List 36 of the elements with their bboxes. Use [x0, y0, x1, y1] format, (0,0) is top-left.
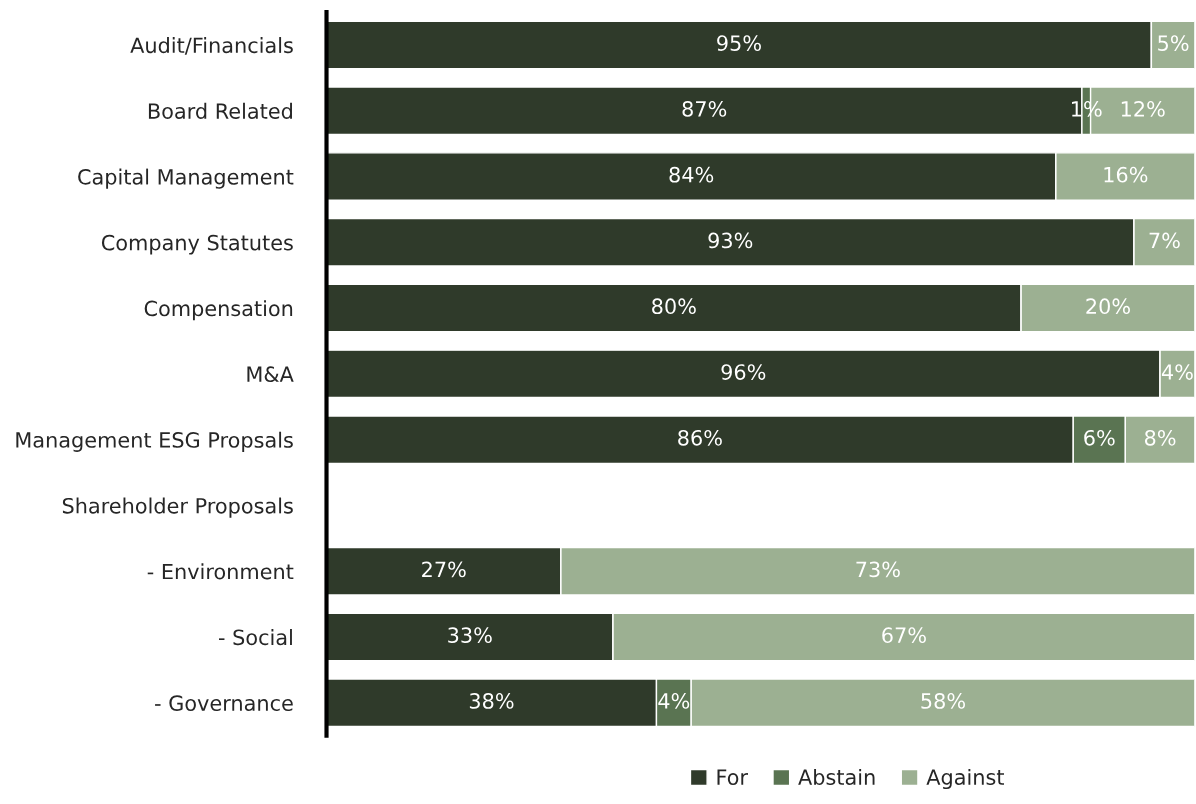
y-tick-label: Audit/Financials: [130, 37, 293, 55]
legend-label: Against: [926, 768, 1005, 790]
data-label: 7%: [1149, 232, 1180, 249]
data-label: 6%: [1084, 429, 1115, 446]
data-label: 86%: [678, 429, 722, 446]
data-label: 16%: [1104, 166, 1148, 183]
y-tick-label: M&A: [247, 366, 294, 383]
data-label: 67%: [882, 627, 926, 644]
data-label: 84%: [669, 166, 714, 183]
data-label: 80%: [652, 298, 696, 315]
y-tick-label: Capital Management: [78, 168, 294, 189]
legend-label: For: [717, 769, 748, 786]
data-label: 27%: [422, 561, 466, 578]
y-tick-label: Compensation: [144, 300, 293, 321]
y-tick-label: Board Related: [148, 102, 292, 119]
data-label: 95%: [717, 35, 761, 51]
y-tick-label: - Governance: [155, 695, 293, 711]
y-tick-label: Management ESG Propsals: [16, 431, 293, 452]
data-label: 4%: [1161, 364, 1193, 380]
data-label: 38%: [469, 693, 514, 709]
data-label: 33%: [448, 627, 492, 644]
data-label: 8%: [1144, 429, 1176, 446]
y-tick-label: Company Statutes: [101, 234, 293, 255]
y-tick-label: - Environment: [147, 563, 294, 580]
data-label: 58%: [921, 693, 965, 709]
data-label: 96%: [721, 364, 766, 380]
data-label: 93%: [708, 232, 753, 249]
data-label: 5%: [1158, 35, 1189, 51]
data-label: 4%: [658, 693, 690, 709]
y-tick-label: Shareholder Proposals: [62, 497, 293, 518]
legend-label: Abstain: [798, 768, 875, 786]
data-label: 73%: [856, 561, 900, 578]
y-tick-label: - Social: [218, 629, 292, 646]
data-label: 20%: [1086, 298, 1130, 315]
data-label: 12%: [1121, 101, 1165, 117]
data-label: 87%: [682, 101, 727, 117]
